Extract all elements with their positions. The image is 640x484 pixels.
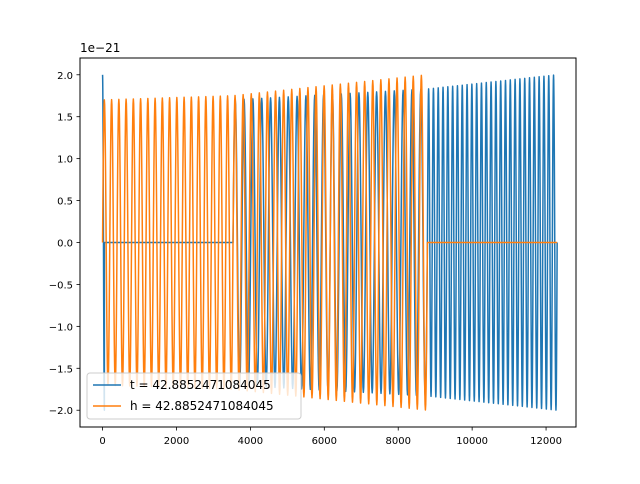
x-axis: 0 2000 4000 6000 8000 10000 12000 [99,427,562,447]
x-tick-label: 2000 [164,436,189,447]
y-tick-label: 1.5 [57,113,73,124]
series-line-1 [101,74,558,411]
y-tick-label: −1.5 [49,364,73,375]
y-tick-label: −1.0 [49,322,73,333]
legend-box [86,372,302,420]
plot-lines [101,74,558,411]
legend-label: t = 42.8852471084045 [130,378,271,392]
y-tick-label: 0.0 [57,239,73,250]
series-line-0 [101,74,558,411]
y-axis: 2.0 1.5 1.0 0.5 0.0 −0.5 −1.0 −1.5 −2.0 [49,71,80,417]
y-tick-label: 2.0 [57,71,73,82]
x-tick-label: 8000 [385,436,410,447]
y-tick-label: 0.5 [57,197,73,208]
x-tick-label: 6000 [312,436,337,447]
x-tick-label: 10000 [456,436,488,447]
y-tick-label: 1.0 [57,155,73,166]
x-tick-label: 4000 [238,436,263,447]
y-axis-offset-text: 1e−21 [80,41,120,55]
legend: t = 42.8852471084045 h = 42.8852471084045 [86,372,302,420]
x-tick-label: 0 [99,436,105,447]
y-tick-label: −0.5 [49,280,73,291]
x-tick-label: 12000 [530,436,562,447]
y-tick-label: −2.0 [49,406,73,417]
legend-label: h = 42.8852471084045 [130,399,274,413]
